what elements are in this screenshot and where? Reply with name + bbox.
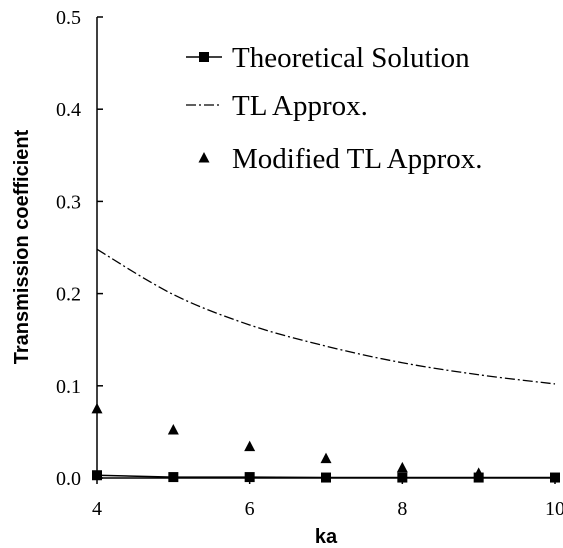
modified-tl-point — [320, 452, 332, 464]
y-tick-label: 0.1 — [56, 376, 81, 398]
ticks — [96, 16, 556, 484]
x-tick-label: 4 — [92, 498, 102, 520]
y-tick-label: 0.0 — [56, 468, 81, 490]
legend-label: Theoretical Solution — [232, 42, 470, 74]
series — [91, 248, 560, 483]
y-tick-label: 0.5 — [56, 7, 81, 29]
x-tick-label: 8 — [397, 498, 407, 520]
legend-label: Modified TL Approx. — [232, 143, 483, 175]
theoretical-point — [244, 472, 255, 483]
modified-tl-point — [91, 402, 103, 414]
theoretical-point — [168, 472, 179, 483]
modified-tl-point — [244, 440, 256, 452]
modified-tl-point — [396, 461, 408, 473]
theoretical-point — [397, 472, 408, 483]
axes — [96, 17, 555, 479]
y-tick-label: 0.3 — [56, 191, 81, 213]
x-axis-title: ka — [315, 526, 338, 548]
x-tick-label: 10 — [545, 498, 563, 520]
y-tick-label: 0.4 — [56, 99, 81, 121]
theoretical-point — [550, 472, 560, 483]
theoretical-point — [321, 472, 331, 483]
y-tick-label: 0.2 — [56, 284, 81, 306]
theoretical-point — [92, 470, 102, 481]
x-tick-label: 6 — [245, 498, 255, 520]
legend-modified-marker — [198, 152, 210, 163]
tick-labels: 4 6 8 10 0.0 0.1 0.2 0.3 0.4 0.5 — [56, 7, 563, 520]
y-axis-title: Transmission coefficient — [11, 129, 33, 364]
legend-label: TL Approx. — [232, 90, 368, 122]
legend: Theoretical Solution TL Approx. Modified T… — [186, 42, 483, 175]
tl-approx-line — [96, 248, 556, 385]
modified-tl-point — [167, 424, 179, 435]
modified-tl-point — [473, 467, 485, 478]
legend-theoretical-marker — [199, 52, 209, 62]
